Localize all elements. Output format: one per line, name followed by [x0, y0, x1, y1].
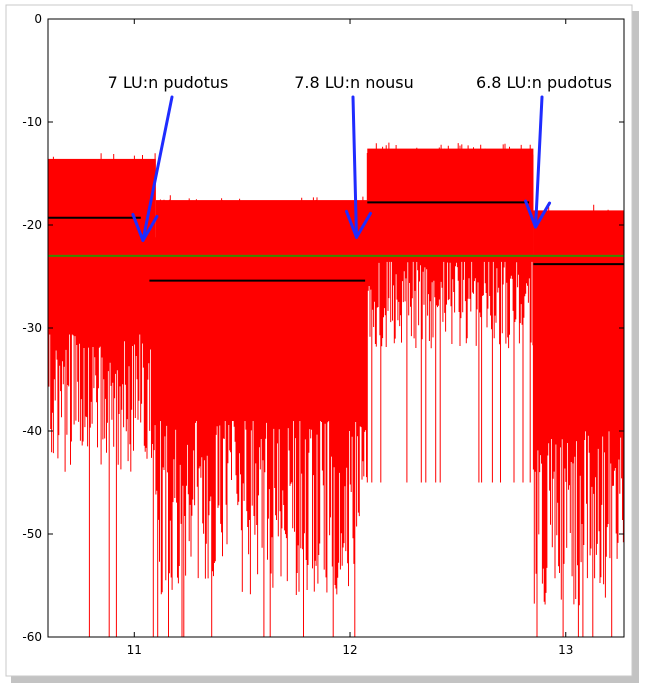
y-tick-label: 0 [34, 12, 42, 26]
y-tick-label: -20 [22, 218, 42, 232]
annotation-label: 7 LU:n pudotus [108, 73, 229, 92]
x-tick-label: 12 [342, 643, 357, 657]
y-tick-label: -40 [22, 424, 42, 438]
y-tick-label: -60 [22, 630, 42, 644]
x-tick-label: 11 [127, 643, 142, 657]
annotation-label: 7.8 LU:n nousu [294, 73, 414, 92]
x-tick-label: 13 [558, 643, 573, 657]
y-tick-label: -30 [22, 321, 42, 335]
y-tick-label: -50 [22, 527, 42, 541]
annotation-labels: 7 LU:n pudotus 7.8 LU:n nousu 6.8 LU:n pud… [108, 73, 612, 92]
annotation-label: 6.8 LU:n pudotus [476, 73, 612, 92]
y-tick-label: -10 [22, 115, 42, 129]
